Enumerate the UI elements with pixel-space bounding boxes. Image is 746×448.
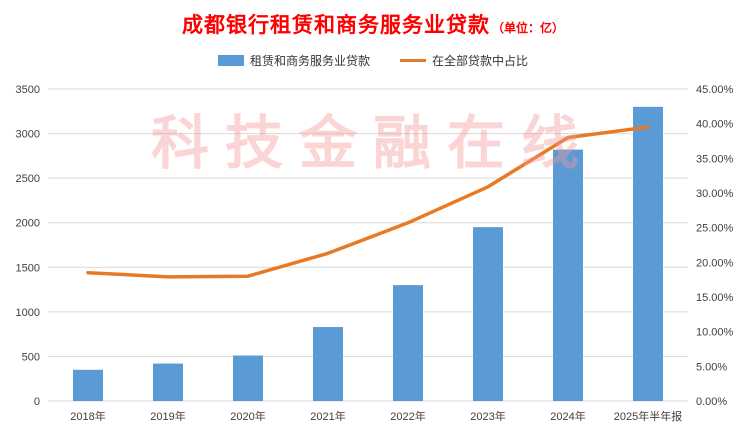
left-axis-tick-label: 3000: [16, 129, 40, 141]
left-axis-tick-label: 2000: [16, 218, 40, 230]
chart-title: 成都银行租赁和商务服务业贷款: [181, 14, 490, 37]
chart-title-row: 成都银行租赁和商务服务业贷款 （单位：亿）: [0, 0, 746, 38]
bar: [473, 227, 503, 402]
bar: [553, 149, 583, 402]
left-axis-tick-label: 500: [22, 352, 40, 364]
right-axis-tick-label: 45.00%: [696, 84, 734, 96]
bar: [313, 327, 343, 402]
legend-item-loans: 租赁和商务服务业贷款: [217, 52, 370, 69]
x-axis-category-label: 2018年: [70, 409, 105, 423]
bar: [73, 369, 103, 402]
legend-bar-swatch-icon: [217, 54, 244, 66]
right-axis-tick-label: 20.00%: [696, 258, 734, 270]
x-axis-category-label: 2021年: [310, 409, 345, 423]
legend-line-swatch-icon: [400, 58, 426, 62]
x-axis-category-label: 2023年: [470, 409, 505, 423]
right-axis-tick-label: 40.00%: [696, 119, 734, 131]
bar: [633, 107, 663, 402]
x-axis-category-label: 2024年: [550, 409, 585, 423]
chart-legend: 租赁和商务服务业贷款 在全部贷款中占比: [0, 52, 746, 69]
right-axis-tick-label: 25.00%: [696, 223, 734, 235]
legend-ratio-label: 在全部贷款中占比: [432, 53, 529, 68]
ratio-line: [86, 125, 650, 279]
bar: [393, 285, 423, 402]
right-axis-tick-label: 30.00%: [696, 188, 734, 200]
chart-unit-label: （单位：亿）: [491, 21, 564, 35]
left-axis-tick-label: 2500: [16, 173, 40, 185]
chart-area: 0 500 1000 1500 2000 2500 3000 3500 0.00% 5.00% 10…: [0, 71, 746, 448]
right-axis-tick-label: 35.00%: [696, 154, 734, 166]
x-axis-category-label: 2022年: [390, 409, 425, 423]
x-axis-category-label: 2019年: [150, 409, 185, 423]
left-axis-tick-label: 3500: [16, 84, 40, 96]
right-axis-tick-label: 10.00%: [696, 327, 734, 339]
bar: [233, 355, 263, 402]
x-axis-category-label: 2025年半年报: [614, 409, 682, 423]
bar: [153, 363, 183, 402]
right-axis-tick-label: 0.00%: [696, 396, 727, 408]
chart-canvas: 0 500 1000 1500 2000 2500 3000 3500 0.00% 5.00% 10…: [16, 84, 734, 423]
x-axis-category-label: 2020年: [230, 409, 265, 423]
right-axis-tick-label: 5.00%: [696, 362, 727, 374]
left-axis-tick-label: 0: [34, 396, 40, 408]
legend-item-ratio: 在全部贷款中占比: [400, 52, 528, 69]
left-axis-tick-label: 1000: [16, 307, 40, 319]
right-axis-tick-label: 15.00%: [696, 292, 734, 304]
legend-loans-label: 租赁和商务服务业贷款: [249, 53, 370, 68]
left-axis-tick-label: 1500: [16, 262, 40, 274]
